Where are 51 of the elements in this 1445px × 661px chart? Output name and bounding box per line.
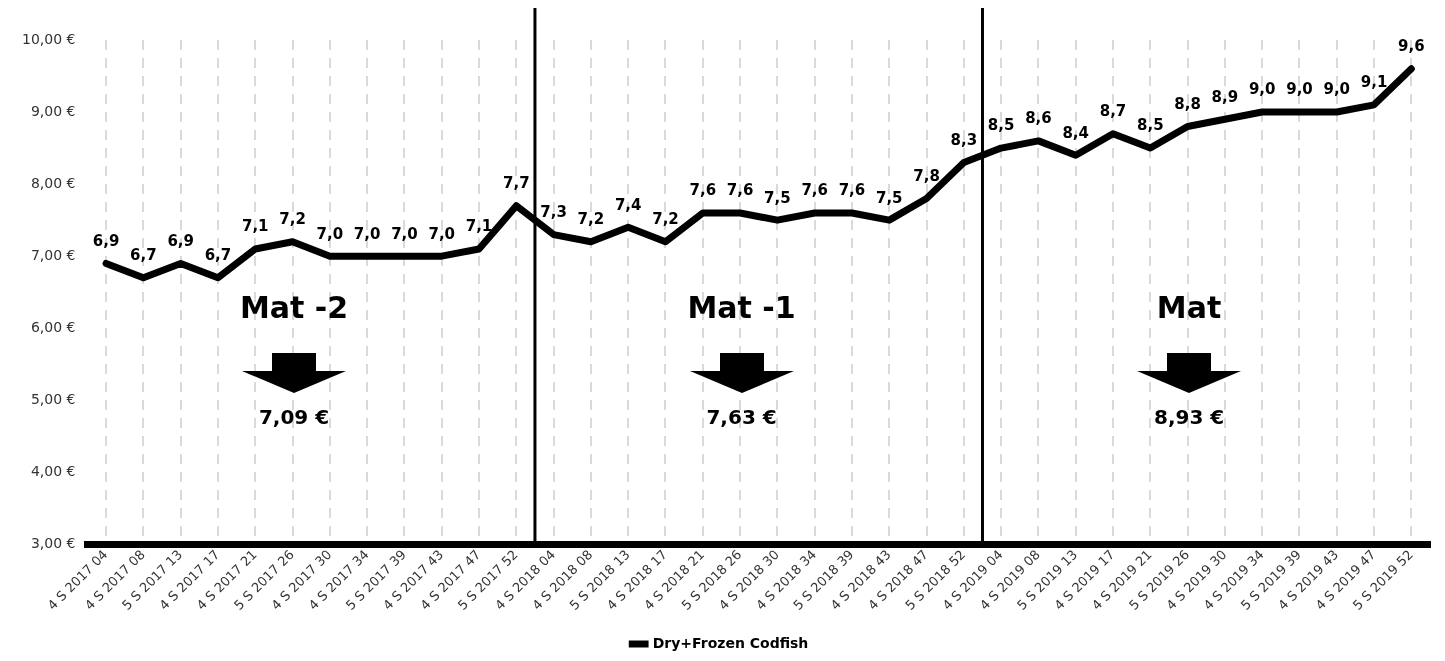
data-label: 9,0	[1286, 80, 1313, 99]
y-tick-label: 8,00 €	[30, 174, 76, 191]
data-label: 8,9	[1211, 87, 1239, 106]
y-tick-label: 6,00 €	[30, 318, 76, 335]
data-label: 9,0	[1323, 80, 1351, 99]
y-tick-label: 9,00 €	[30, 102, 76, 119]
data-label: 7,3	[540, 202, 567, 221]
data-label: 7,6	[838, 181, 866, 200]
data-label: 8,7	[1099, 102, 1127, 121]
annotation: Mat -2	[239, 290, 349, 326]
y-tick-label: 4,00 €	[30, 463, 76, 480]
data-label: 7,4	[614, 195, 642, 214]
annotation: Mat	[1156, 290, 1222, 326]
data-label: 7,0	[428, 224, 456, 243]
data-label: 7,2	[279, 210, 306, 229]
data-label: 7,0	[316, 224, 344, 243]
data-label: 7,5	[875, 188, 903, 207]
data-label: 6,7	[204, 246, 232, 265]
data-label: 7,1	[241, 217, 269, 236]
data-label: 7,5	[764, 188, 791, 207]
annotation: 7,63 €	[706, 404, 777, 429]
y-tick-label: 7,00 €	[30, 246, 76, 263]
data-label: 7,7	[503, 174, 530, 193]
data-label: 6,9	[167, 231, 194, 250]
data-label: 7,0	[391, 224, 418, 243]
y-tick-label: 10,00 €	[22, 30, 76, 47]
data-label: 8,4	[1062, 123, 1089, 142]
data-label: 7,2	[577, 210, 605, 229]
data-label: 8,8	[1174, 94, 1201, 113]
data-label: 8,5	[987, 116, 1015, 135]
data-label: 7,8	[913, 166, 940, 185]
y-tick-label: 5,00 €	[30, 390, 76, 407]
y-tick-label: 3,00 €	[30, 535, 76, 552]
data-label: 8,5	[1137, 116, 1164, 135]
data-label: 7,6	[801, 181, 828, 200]
data-label: 6,7	[130, 246, 157, 265]
annotation: 7,09 €	[258, 404, 330, 429]
data-label: 9,0	[1248, 80, 1276, 99]
data-label: 9,6	[1398, 37, 1425, 56]
data-label: 7,0	[353, 224, 381, 243]
annotation: Mat -1	[687, 290, 796, 326]
annotation: 8,93 €	[1153, 404, 1225, 429]
data-label: 8,3	[950, 130, 978, 149]
data-label: 7,6	[689, 181, 717, 200]
data-label: 7,6	[726, 181, 754, 200]
data-label: 7,2	[652, 210, 679, 229]
data-label: 7,1	[465, 217, 493, 236]
legend-label: Dry+Frozen Codfish	[652, 634, 809, 651]
data-label: 6,9	[92, 231, 120, 250]
data-label: 9,1	[1360, 73, 1388, 92]
data-label: 8,6	[1025, 109, 1052, 128]
